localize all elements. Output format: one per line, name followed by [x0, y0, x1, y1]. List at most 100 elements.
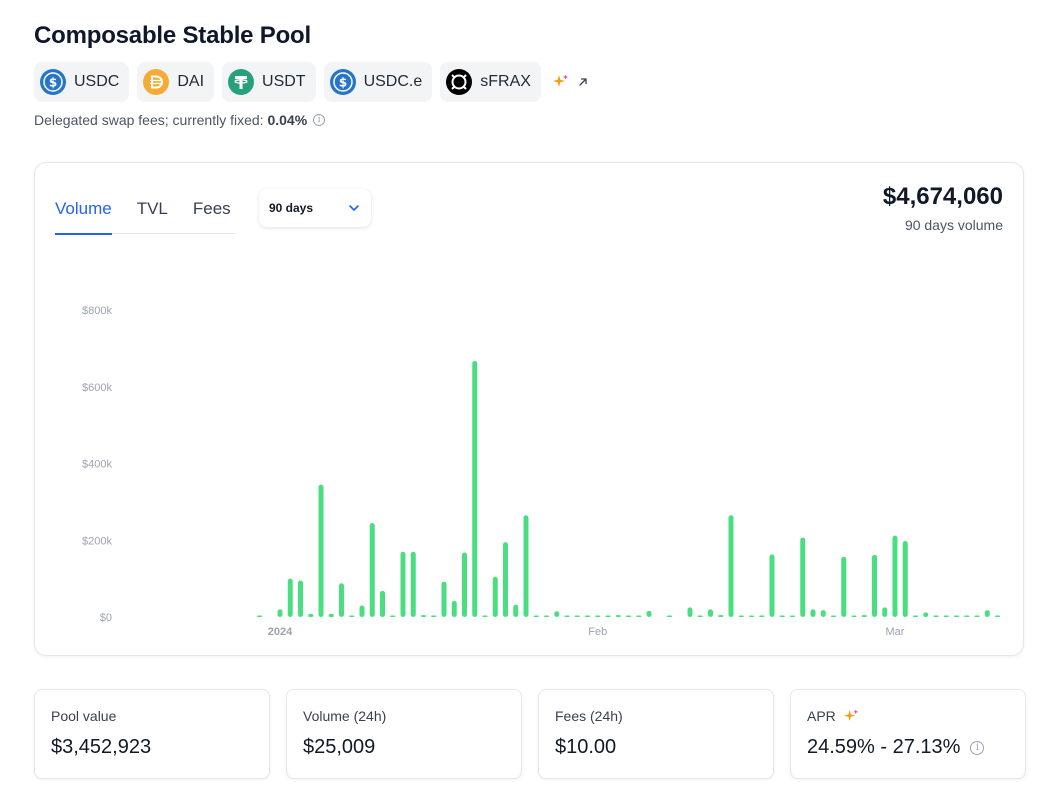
volume-bar[interactable]: [923, 612, 929, 617]
token-list: $ USDC DAI USDT $ USDC.e: [34, 62, 589, 102]
volume-bar[interactable]: [462, 552, 467, 617]
volume-bar[interactable]: [984, 610, 990, 617]
volume-bar[interactable]: [339, 583, 344, 617]
usdc-icon: $: [40, 69, 66, 95]
volume-bar[interactable]: [820, 610, 826, 617]
y-tick-label: $800k: [82, 305, 112, 317]
volume-bar[interactable]: [533, 615, 539, 618]
volume-bar[interactable]: [749, 615, 754, 618]
tab-fees[interactable]: Fees: [192, 199, 231, 218]
volume-bar[interactable]: [800, 537, 806, 617]
volume-bar[interactable]: [482, 615, 488, 618]
sparkle-icon[interactable]: [552, 74, 569, 90]
period-select[interactable]: 90 days: [259, 189, 371, 227]
volume-bar[interactable]: [831, 615, 836, 618]
volume-bar[interactable]: [523, 515, 529, 617]
tab-volume[interactable]: Volume: [55, 187, 112, 235]
volume-bar[interactable]: [605, 615, 611, 618]
volume-bar[interactable]: [728, 515, 734, 617]
volume-bar[interactable]: [892, 535, 898, 617]
volume-bar[interactable]: [697, 615, 703, 618]
sparkle-icon[interactable]: [843, 708, 859, 724]
volume-bar[interactable]: [277, 609, 283, 617]
volume-bar[interactable]: [349, 615, 355, 618]
volume-bar[interactable]: [615, 615, 621, 617]
info-icon[interactable]: i: [970, 740, 985, 755]
volume-bar[interactable]: [308, 613, 314, 617]
volume-bar[interactable]: [902, 541, 908, 617]
volume-bar[interactable]: [810, 609, 816, 617]
volume-bar[interactable]: [790, 615, 795, 618]
volume-bar[interactable]: [851, 615, 857, 618]
volume-bar[interactable]: [708, 609, 713, 617]
token-chip-usdc-e[interactable]: $ USDC.e: [323, 62, 433, 102]
volume-bar[interactable]: [646, 610, 652, 617]
token-chip-sfrax[interactable]: sFRAX: [440, 62, 541, 102]
volume-bar[interactable]: [257, 615, 262, 618]
volume-bar[interactable]: [933, 615, 939, 618]
volume-bar[interactable]: [298, 580, 303, 617]
volume-bar[interactable]: [718, 615, 724, 617]
volume-bar[interactable]: [759, 615, 765, 618]
volume-bar[interactable]: [544, 615, 549, 618]
pool-actions: [552, 74, 589, 90]
stat-value: $10.00: [555, 736, 617, 758]
volume-bar[interactable]: [667, 615, 672, 618]
volume-bar[interactable]: [400, 551, 406, 617]
volume-bar[interactable]: [554, 611, 560, 617]
info-icon[interactable]: i: [313, 114, 326, 126]
volume-bar[interactable]: [872, 554, 877, 617]
volume-bar[interactable]: [626, 615, 631, 618]
token-symbol: USDT: [262, 73, 306, 90]
volume-bar[interactable]: [328, 613, 334, 617]
volume-bar[interactable]: [943, 615, 949, 618]
volume-bar[interactable]: [595, 615, 601, 618]
volume-bar[interactable]: [954, 615, 959, 618]
volume-bar[interactable]: [492, 576, 498, 617]
volume-bar[interactable]: [421, 615, 426, 617]
volume-bar[interactable]: [513, 604, 519, 617]
volume-bar[interactable]: [769, 554, 775, 617]
volume-bar[interactable]: [318, 484, 324, 617]
volume-bar[interactable]: [359, 605, 365, 617]
volume-bar[interactable]: [574, 615, 580, 618]
chart-card: Volume TVL Fees 90 days $4,674,060 90 da…: [34, 162, 1024, 656]
volume-bar-chart: $0 $200k $400k $600k $800k 2024 Feb Mar: [82, 305, 1000, 638]
volume-bar[interactable]: [369, 522, 375, 617]
volume-bar[interactable]: [974, 615, 980, 618]
volume-bar[interactable]: [738, 615, 744, 618]
volume-bar[interactable]: [687, 607, 693, 617]
chevron-down-icon: [349, 205, 359, 211]
volume-bar[interactable]: [585, 615, 590, 618]
volume-bar[interactable]: [287, 578, 293, 617]
sfrax-icon: [446, 69, 473, 95]
volume-bar[interactable]: [564, 615, 570, 618]
token-chip-dai[interactable]: DAI: [137, 62, 215, 102]
volume-bar[interactable]: [472, 361, 478, 617]
tab-tvl[interactable]: TVL: [136, 199, 168, 218]
token-chip-usdc[interactable]: $ USDC: [34, 62, 130, 102]
volume-bar[interactable]: [390, 615, 396, 618]
stat-card-fees-24h: Fees (24h) $10.00: [538, 689, 774, 779]
volume-bar[interactable]: [410, 551, 416, 617]
volume-bar[interactable]: [779, 615, 785, 618]
volume-bar[interactable]: [995, 615, 1000, 618]
volume-bar[interactable]: [913, 615, 918, 618]
volume-bar[interactable]: [636, 615, 642, 618]
y-tick-label: $600k: [82, 382, 112, 394]
volume-bar[interactable]: [861, 615, 867, 617]
volume-bar[interactable]: [380, 590, 385, 617]
volume-bar[interactable]: [882, 607, 888, 617]
token-chip-usdt[interactable]: USDT: [222, 62, 316, 102]
volume-bar[interactable]: [964, 615, 970, 618]
volume-bar[interactable]: [503, 542, 508, 617]
svg-text:$: $: [338, 76, 346, 90]
volume-bar[interactable]: [441, 581, 447, 617]
x-tick-label: 2024: [268, 626, 293, 638]
token-symbol: USDC.e: [363, 73, 423, 90]
external-link-icon[interactable]: [577, 76, 589, 88]
volume-bar[interactable]: [431, 615, 437, 618]
token-symbol: USDC: [74, 73, 120, 90]
volume-bar[interactable]: [451, 600, 457, 617]
volume-bar[interactable]: [841, 556, 847, 617]
